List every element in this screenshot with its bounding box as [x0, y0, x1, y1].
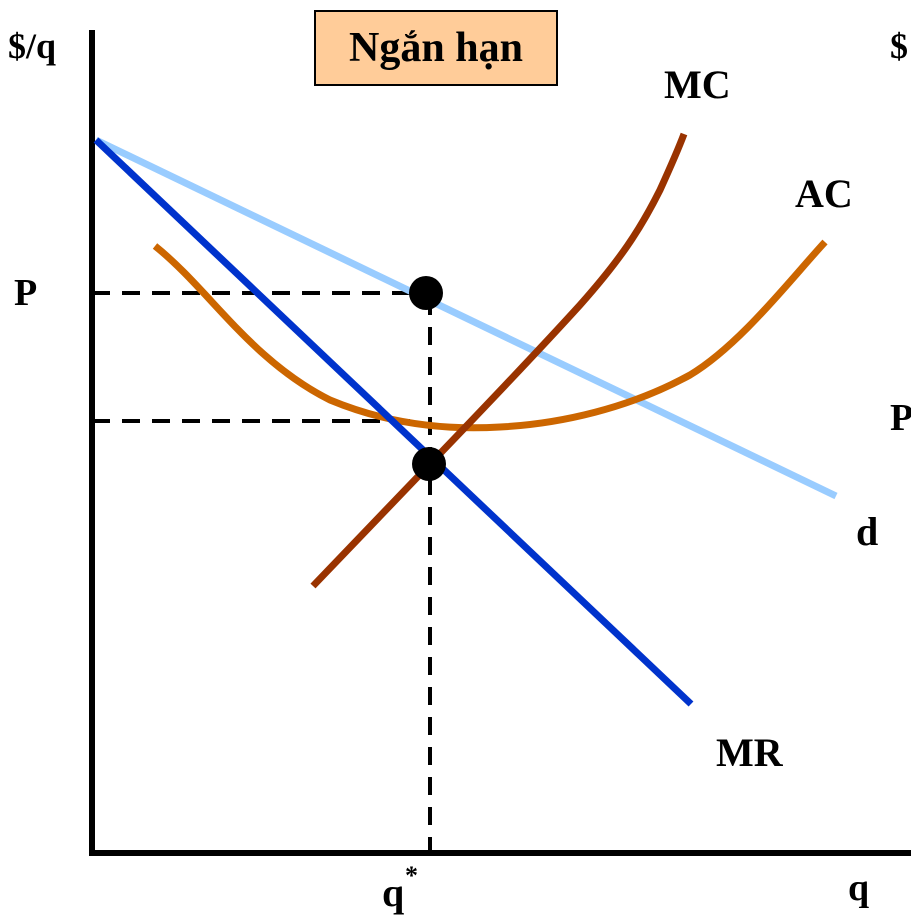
diagram-title: Ngắn hạn — [349, 25, 523, 71]
demand-label: d — [856, 509, 878, 554]
ac-curve — [152, 239, 828, 432]
ac-label: AC — [795, 171, 853, 216]
mr-curve — [93, 137, 694, 707]
x-axis-label: q — [848, 867, 869, 909]
mc-label: MC — [664, 62, 731, 107]
equilibrium-price-point — [409, 276, 443, 310]
y-axis-label-right: $ — [890, 26, 908, 66]
quantity-label-star: * — [405, 861, 418, 890]
y-axis-label: $/q — [8, 26, 56, 66]
demand-curve — [94, 136, 838, 500]
title-box: Ngắn hạn — [314, 10, 558, 86]
quantity-label: q — [382, 870, 404, 915]
mc-curve — [310, 132, 688, 589]
price-label-right: P — [890, 397, 911, 439]
mr-mc-intersection-point — [412, 447, 446, 481]
mr-label: MR — [716, 730, 784, 775]
price-label: P — [14, 272, 37, 314]
